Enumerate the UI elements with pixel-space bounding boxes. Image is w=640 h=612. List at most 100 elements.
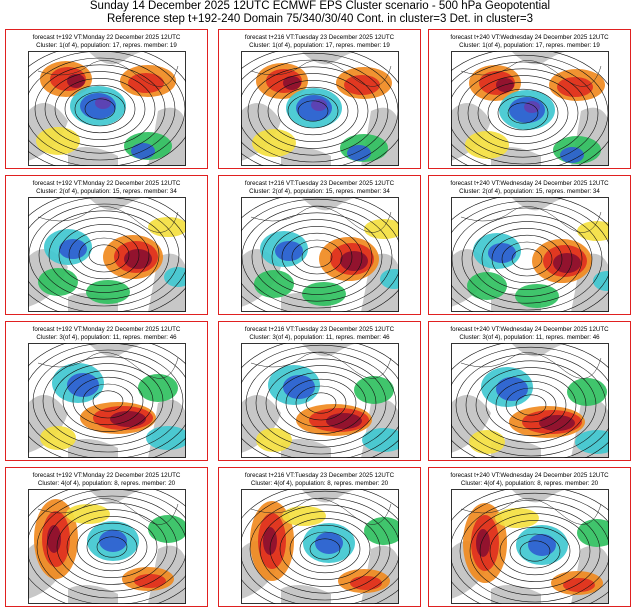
geopotential-contour — [497, 95, 549, 131]
geopotential-contour — [241, 344, 399, 458]
forecast-step-label: forecast t+240 VT:Wednesday 24 December … — [450, 180, 609, 187]
anomaly-shading — [254, 270, 294, 298]
geopotential-contour — [501, 241, 553, 277]
cluster-label: Cluster: 1(of 4), population: 17, repres… — [36, 41, 177, 49]
panel-caption: forecast t+192 VT:Monday 22 December 202… — [6, 472, 207, 487]
land-mass — [88, 343, 148, 357]
geopotential-contour — [511, 248, 543, 270]
anomaly-shading — [128, 73, 164, 93]
cluster-label: Cluster: 3(of 4), population: 11, repres… — [249, 333, 390, 341]
geopotential-contour — [515, 394, 547, 416]
geopotential-contour — [58, 224, 150, 286]
land-mass — [301, 343, 361, 357]
anomaly-shading — [275, 241, 303, 261]
geopotential-contour — [28, 203, 180, 307]
panel-caption: forecast t+216 VT:Tuesday 23 December 20… — [219, 326, 420, 341]
cluster-label: Cluster: 1(of 4), population: 17, repres… — [249, 41, 390, 49]
forecast-step-label: forecast t+192 VT:Monday 22 December 202… — [32, 180, 181, 187]
anomaly-shading — [134, 574, 166, 588]
geopotential-contour — [505, 387, 557, 423]
anomaly-shading — [67, 373, 99, 397]
anomaly-shading — [476, 529, 490, 557]
coastline — [460, 60, 602, 87]
geopotential-contour — [92, 390, 124, 412]
cluster-label: Cluster: 2(of 4), population: 15, repres… — [459, 187, 600, 195]
anomaly-shading — [315, 532, 343, 554]
geopotential-contour — [465, 360, 597, 450]
geopotential-contour — [46, 502, 178, 592]
geopotential-map — [241, 197, 399, 312]
coastline — [250, 352, 392, 379]
geopotential-contour — [241, 198, 399, 312]
geopotential-contour — [54, 78, 146, 140]
anomaly-shading — [593, 271, 609, 291]
page-title: Sunday 14 December 2025 12UTC ECMWF EPS … — [89, 0, 551, 12]
land-mass — [511, 343, 571, 357]
anomaly-shading — [528, 534, 556, 556]
anomaly-shading — [282, 506, 326, 526]
geopotential-contour — [259, 504, 391, 594]
anomaly-shading — [577, 519, 609, 547]
anomaly-shading — [138, 374, 178, 402]
land-mass — [28, 395, 68, 453]
geopotential-contour — [461, 214, 593, 304]
geopotential-map — [28, 343, 186, 458]
geopotential-contour — [261, 219, 373, 295]
cluster-label: Cluster: 1(of 4), population: 17, repres… — [459, 41, 600, 49]
geopotential-contour — [451, 492, 609, 604]
geopotential-contour — [451, 207, 603, 311]
anomaly-shading — [283, 76, 301, 90]
anomaly-shading — [354, 376, 394, 404]
panel-caption: forecast t+240 VT:Wednesday 24 December … — [429, 472, 630, 487]
anomaly-shading — [86, 280, 130, 304]
geopotential-contour — [451, 200, 609, 312]
forecast-step-label: forecast t+192 VT:Monday 22 December 202… — [32, 34, 181, 41]
geopotential-contour — [509, 533, 561, 569]
anomaly-shading — [59, 239, 87, 259]
geopotential-contour — [249, 497, 399, 601]
geopotential-contour — [507, 102, 539, 124]
coastline — [460, 206, 602, 233]
coastline — [460, 498, 602, 525]
anomaly-shading — [99, 530, 127, 552]
land-mass — [281, 585, 331, 604]
geopotential-contour — [88, 244, 120, 266]
anomaly-shading — [344, 75, 380, 95]
geopotential-contour — [28, 57, 176, 161]
geopotential-contour — [285, 378, 357, 428]
geopotential-map — [241, 51, 399, 166]
anomaly-shading — [465, 131, 509, 159]
land-mass — [301, 197, 361, 211]
geopotential-contour — [38, 210, 170, 300]
geopotential-contour — [291, 239, 343, 275]
geopotential-contour — [76, 522, 148, 572]
geopotential-contour — [459, 499, 609, 603]
land-mass — [511, 197, 571, 211]
geopotential-contour — [477, 82, 569, 144]
land-mass — [301, 51, 361, 65]
geopotential-contour — [495, 380, 567, 430]
geopotential-contour — [451, 54, 609, 166]
cluster-grid: forecast t+192 VT:Monday 22 December 202… — [0, 27, 640, 612]
cluster-label: Cluster: 2(of 4), population: 15, repres… — [36, 187, 177, 195]
geopotential-map — [451, 343, 609, 458]
cluster-label: Cluster: 2(of 4), population: 15, repres… — [249, 187, 390, 195]
anomaly-shading — [563, 578, 595, 592]
anomaly-shading — [524, 101, 540, 113]
geopotential-contour — [251, 212, 383, 302]
page-header: Sunday 14 December 2025 12UTC ECMWF EPS … — [0, 0, 640, 26]
forecast-step-label: forecast t+216 VT:Tuesday 23 December 20… — [244, 34, 395, 41]
geopotential-contour — [299, 531, 351, 567]
anomaly-shading — [47, 525, 61, 553]
land-mass — [68, 147, 118, 166]
anomaly-shading — [495, 508, 539, 528]
geopotential-contour — [68, 230, 140, 280]
land-mass — [451, 103, 491, 161]
geopotential-contour — [481, 228, 573, 290]
anomaly-shading — [567, 378, 607, 406]
forecast-step-label: forecast t+216 VT:Tuesday 23 December 20… — [244, 472, 395, 479]
geopotential-map — [241, 489, 399, 604]
land-mass — [511, 489, 571, 503]
cluster-label: Cluster: 4(of 4), population: 8, repres.… — [37, 479, 176, 487]
geopotential-contour — [255, 358, 387, 448]
